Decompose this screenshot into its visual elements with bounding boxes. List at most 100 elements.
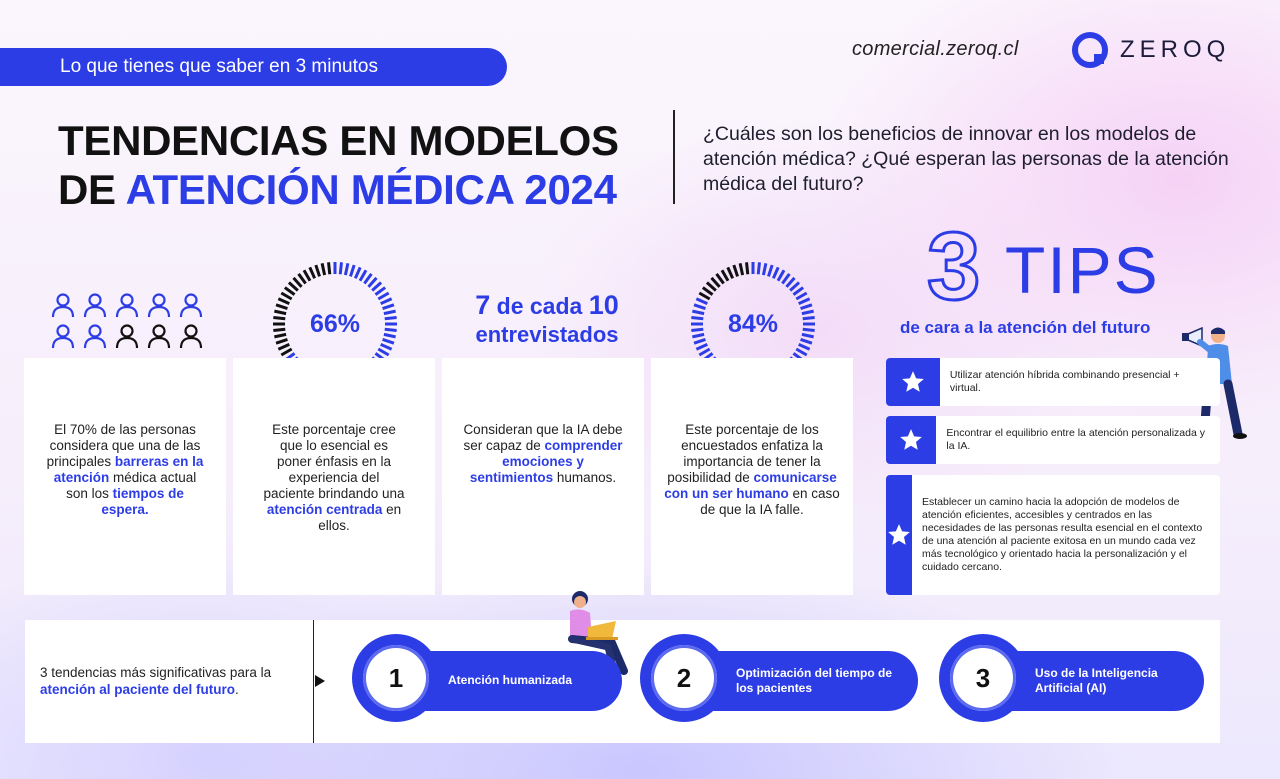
ring-tick [800, 303, 813, 310]
ring-tick [693, 303, 706, 310]
ring-tick [280, 347, 293, 357]
ring-tick [273, 316, 286, 321]
ring-tick [349, 264, 356, 277]
ring-tick [802, 327, 815, 332]
person-icon [82, 323, 108, 349]
trend-label-3: Uso de la Inteligencia Artificial (AI) [1035, 666, 1158, 695]
ring-tick [726, 266, 735, 279]
ring-tick [302, 269, 312, 282]
tips-word: TIPS [1005, 233, 1160, 307]
banner-text: Lo que tienes que saber en 3 minutos [60, 56, 378, 77]
ring-tick [695, 342, 708, 351]
trend-number-2: 2 [651, 645, 717, 711]
seven-n1: 7 [475, 290, 491, 320]
star-icon [886, 416, 937, 464]
tips-number: 3 [925, 212, 995, 322]
title-line-1: TENDENCIAS EN MODELOS [58, 117, 619, 164]
tip-text-3: Establecer un camino hacia la adopción d… [922, 496, 1203, 573]
ring-tick [380, 297, 393, 306]
ring-tick [353, 266, 362, 279]
intro-question: ¿Cuáles son los beneficios de innovar en… [703, 123, 1229, 195]
trend-item-1: 1 Atención humanizada [352, 634, 622, 722]
ring-tick [338, 262, 343, 275]
ring-tick [756, 262, 761, 275]
ring-tick [781, 272, 791, 285]
ring-tick [738, 263, 745, 276]
ring-tick [273, 327, 286, 332]
ring-tick [789, 281, 801, 292]
ring-tick [384, 316, 397, 321]
title-divider [673, 110, 675, 204]
svg-text:3: 3 [927, 225, 980, 307]
ring-tick [710, 276, 721, 288]
site-url[interactable]: comercial.zeroq.cl [852, 38, 1019, 60]
stat-card-2-text: Este porcentaje cree que lo esencial es … [263, 422, 405, 533]
ring-tick [320, 263, 327, 276]
ring-tick [374, 286, 387, 296]
person-icon [146, 292, 172, 318]
ring-tick [692, 309, 705, 316]
ring-tick [698, 291, 711, 301]
ring-tick [283, 286, 296, 296]
person-icon [114, 323, 140, 349]
ring-tick [308, 266, 317, 279]
tip-card-3: Establecer un camino hacia la adopción d… [886, 475, 1220, 595]
page-title: TENDENCIAS EN MODELOS DE ATENCIÓN MÉDICA… [58, 116, 619, 214]
trend-label-2: Optimización del tiempo de los pacientes [736, 666, 893, 695]
stat-card-3: Consideran que la IA debe ser capaz de c… [442, 358, 644, 595]
ring-tick [371, 281, 383, 292]
ring-tick [802, 316, 815, 321]
trend-number-3: 3 [950, 645, 1016, 711]
tip-card-1: Utilizar atención híbrida combinando pre… [886, 358, 1220, 406]
person-icon [82, 292, 108, 318]
ring-tick [798, 342, 811, 351]
ring-tick [795, 347, 808, 357]
ring-tick [314, 264, 321, 277]
ring-tick [715, 272, 725, 285]
tip-text-1: Utilizar atención híbrida combinando pre… [949, 369, 1180, 394]
ring-tick [327, 262, 332, 275]
tip-text-2: Encontrar el equilibrio entre la atenció… [946, 427, 1205, 452]
ring-tick [767, 264, 774, 277]
ring-tick [384, 327, 397, 332]
ring-tick [691, 327, 704, 332]
person-icon [178, 323, 204, 349]
stat-card-4-text: Este porcentaje de los encuestados enfat… [664, 422, 840, 517]
title-line-2-accent: ATENCIÓN MÉDICA 2024 [125, 166, 617, 213]
person-icon [114, 292, 140, 318]
trend-item-3: 3 Uso de la Inteligencia Artificial (AI) [939, 634, 1204, 722]
ring-tick [363, 272, 373, 285]
trends-intro: 3 tendencias más significativas para la … [40, 665, 272, 697]
ring-tick [382, 303, 395, 310]
ring-tick [275, 338, 288, 345]
seven-n2: 10 [588, 290, 619, 320]
tips-subtitle: de cara a la atención del futuro [900, 318, 1151, 337]
stat-card-3-text: Consideran que la IA debe ser capaz de c… [463, 422, 623, 485]
ring-tick [693, 338, 706, 345]
seven-of-ten: 7 de cada 10 entrevistados [442, 290, 652, 349]
ring-tick [798, 297, 811, 306]
person-icon [178, 292, 204, 318]
person-icon [50, 323, 76, 349]
title-line-2-prefix: DE [58, 166, 126, 213]
ring-tick [377, 347, 390, 357]
ring-tick [695, 297, 708, 306]
trend-item-2: 2 Optimización del tiempo de los pacient… [640, 634, 918, 722]
ring-tick [380, 342, 393, 351]
ring-tick [277, 342, 290, 351]
ring-tick [785, 276, 796, 288]
ring-tick [801, 332, 814, 339]
ring-tick [800, 338, 813, 345]
ring-tick [292, 276, 303, 288]
ring-tick [280, 291, 293, 301]
stat-card-2: Este porcentaje cree que lo esencial es … [233, 358, 435, 595]
header-banner: Lo que tienes que saber en 3 minutos [0, 48, 507, 86]
ring-tick [801, 309, 814, 316]
ring-tick [358, 269, 368, 282]
trend-number-1: 1 [363, 645, 429, 711]
ring-tick [776, 269, 786, 282]
ring-tick [732, 264, 739, 277]
tip-card-2: Encontrar el equilibrio entre la atenció… [886, 416, 1220, 464]
ring-tick [297, 272, 307, 285]
ring-tick [705, 281, 717, 292]
